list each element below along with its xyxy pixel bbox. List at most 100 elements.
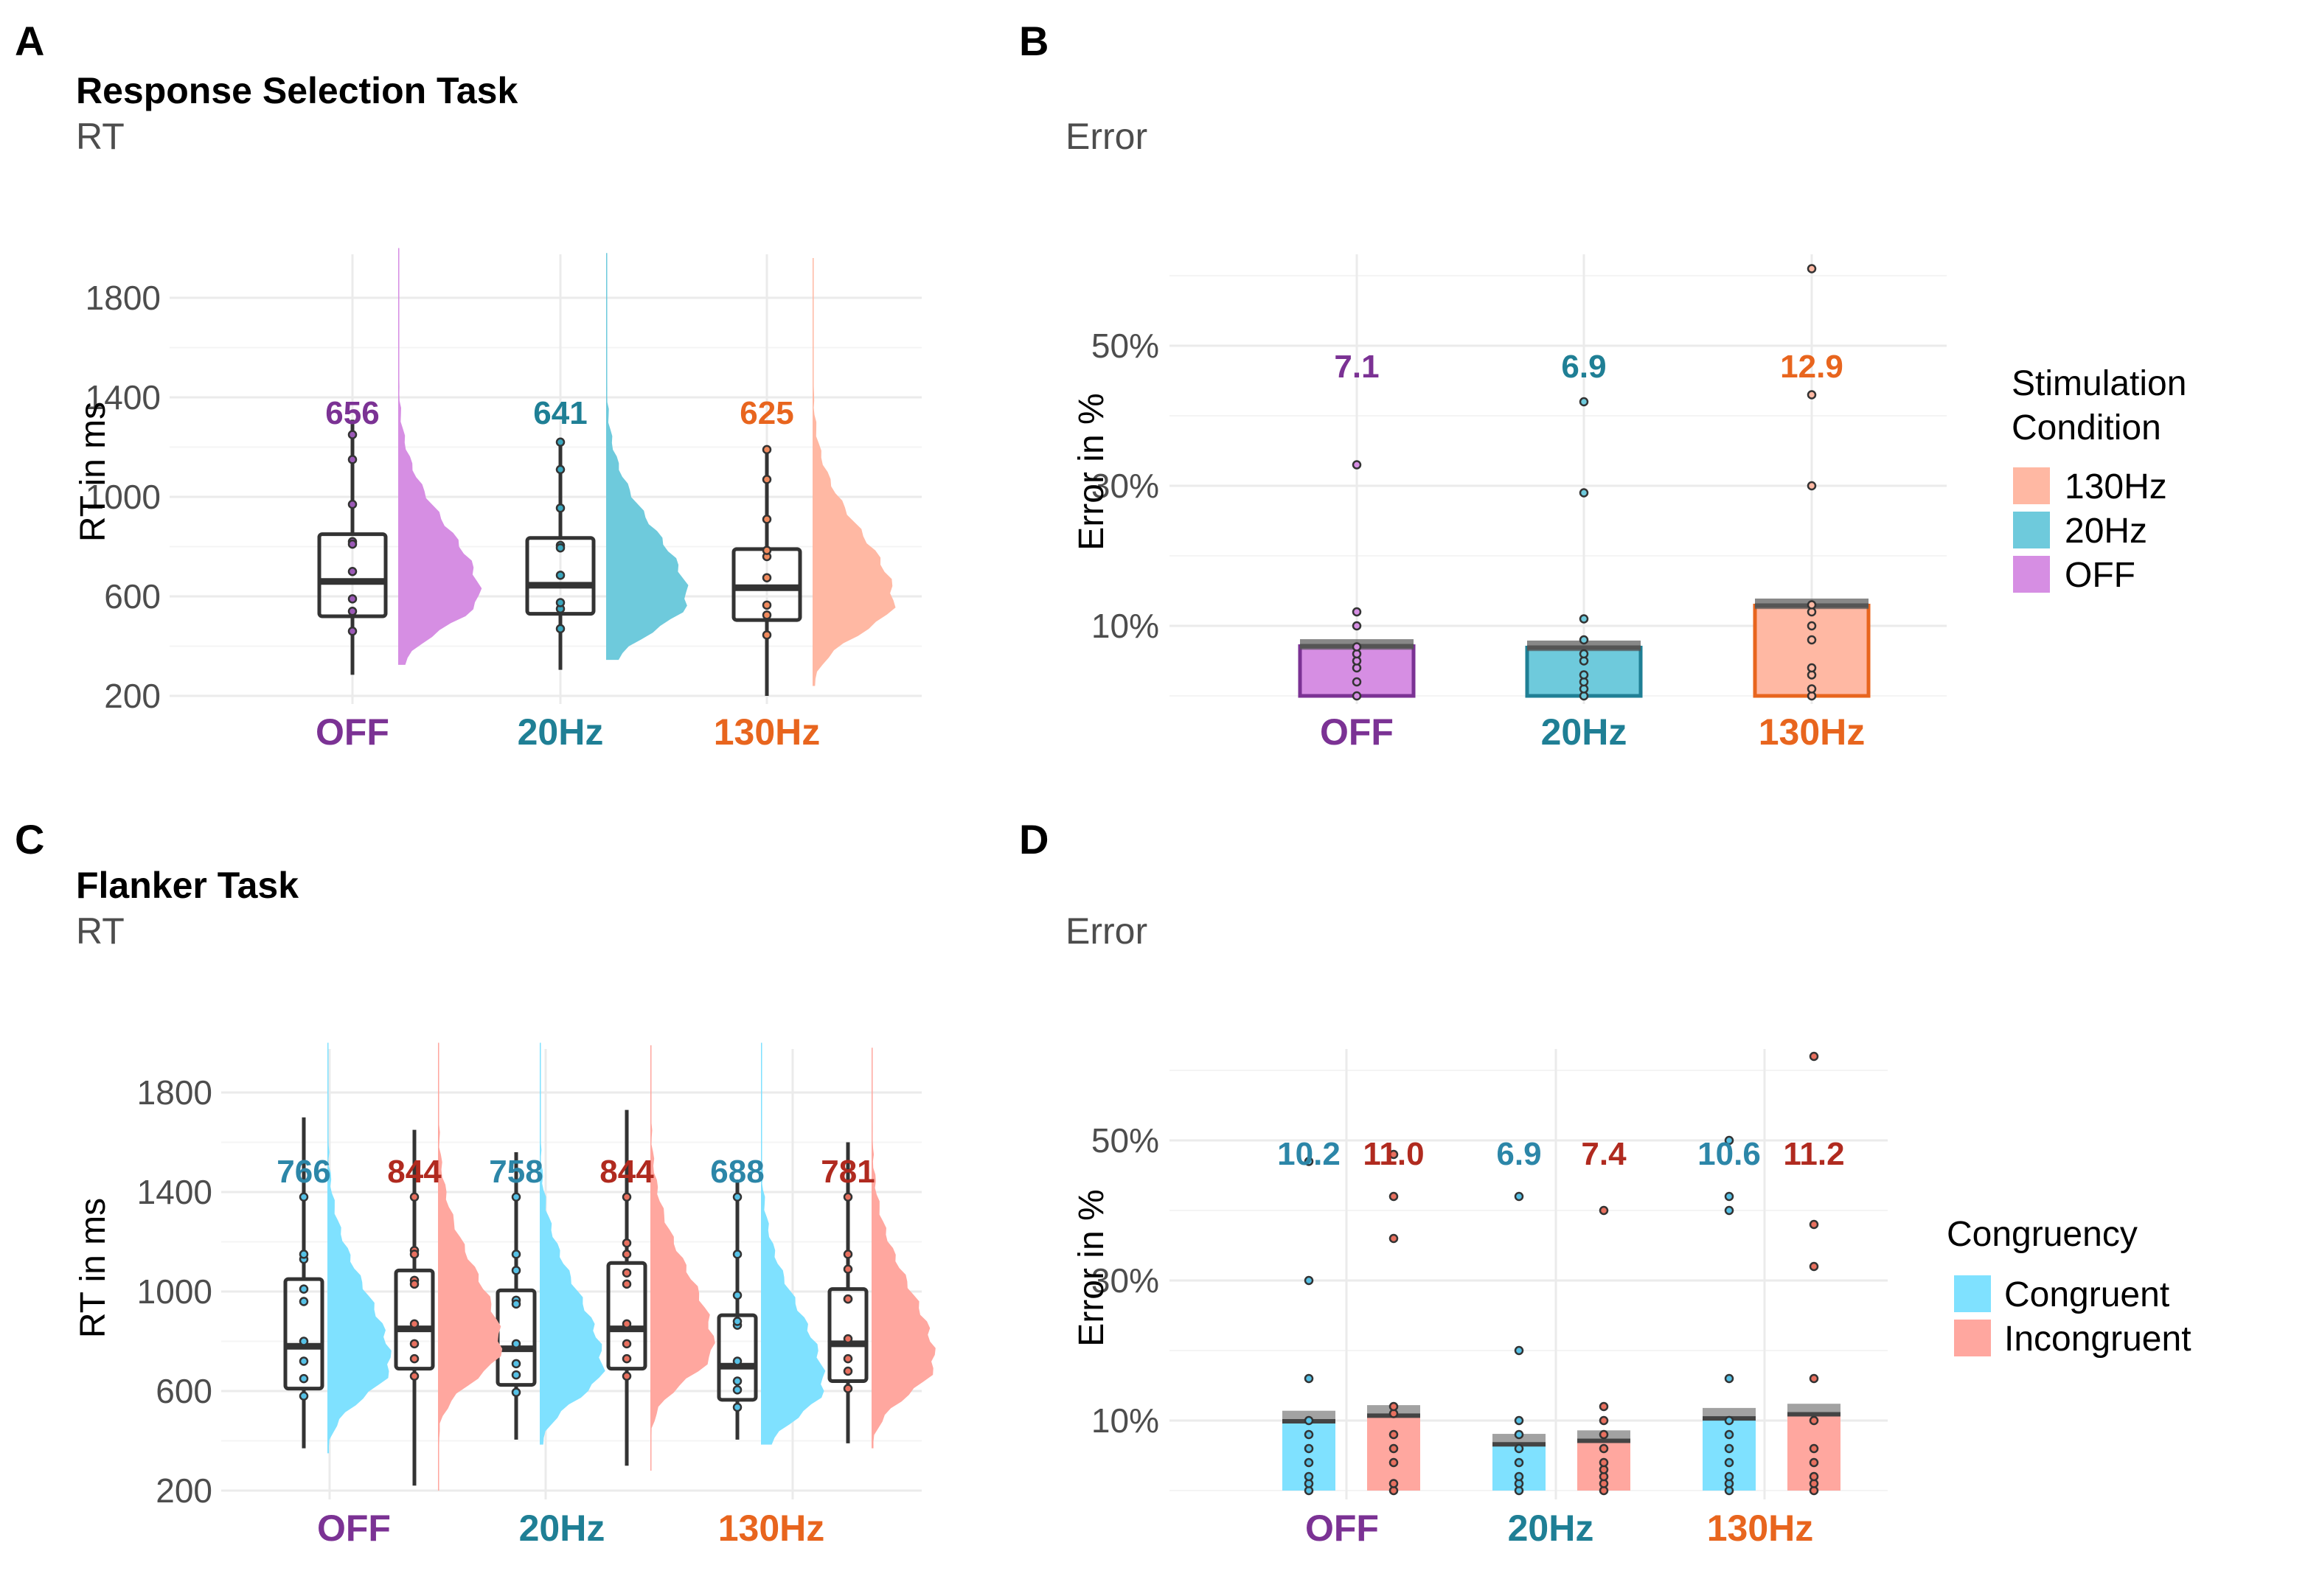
legend-swatch [2013, 556, 2050, 593]
data-point [1304, 1275, 1314, 1286]
data-point [1599, 1429, 1609, 1440]
mean-label: 844 [599, 1154, 654, 1190]
x-tick-label: OFF [317, 1508, 391, 1549]
data-point [622, 1319, 632, 1329]
data-point [1514, 1191, 1524, 1202]
data-point [409, 1339, 420, 1349]
x-tick-label: 20Hz [519, 1508, 605, 1549]
data-point [732, 1385, 743, 1395]
data-point [1809, 1051, 1819, 1062]
data-point [1809, 1261, 1819, 1272]
y-tick-label: 600 [104, 577, 161, 616]
data-point [511, 1339, 521, 1349]
legend-swatch [2013, 512, 2050, 548]
data-point [622, 1279, 632, 1289]
data-point [762, 630, 772, 640]
data-point [1352, 677, 1362, 687]
data-point [1807, 663, 1817, 673]
data-point [762, 546, 772, 555]
data-point [1388, 1443, 1399, 1454]
panel-letter: C [15, 816, 44, 863]
data-point [1724, 1429, 1734, 1440]
data-point [1599, 1415, 1609, 1426]
data-point [1514, 1429, 1524, 1440]
data-point [1809, 1219, 1819, 1230]
y-axis-label: Error in % [1072, 393, 1111, 550]
data-point [511, 1250, 521, 1259]
data-point [622, 1353, 632, 1364]
y-tick-label: 50% [1091, 327, 1159, 365]
y-tick-label: 10% [1091, 1401, 1159, 1440]
data-point [1807, 600, 1817, 610]
y-tick-label: 1800 [137, 1073, 212, 1112]
x-tick-label: OFF [316, 711, 389, 753]
data-point [843, 1192, 853, 1202]
data-point [511, 1359, 521, 1369]
panel-letter: D [1019, 816, 1049, 863]
data-point [1514, 1457, 1524, 1468]
x-tick-label: 130Hz [718, 1508, 825, 1549]
value-label: 10.2 [1277, 1136, 1341, 1172]
data-point [1724, 1373, 1734, 1384]
data-point [1579, 670, 1589, 680]
data-point [843, 1384, 853, 1393]
boxplot-box [525, 536, 596, 616]
data-point [511, 1370, 521, 1380]
data-point [1809, 1471, 1819, 1482]
data-point [762, 475, 772, 484]
boxplot-box [717, 1313, 758, 1402]
legend-swatch [1954, 1320, 1991, 1356]
y-axis-label: RT in ms [74, 402, 113, 542]
data-point [1724, 1205, 1734, 1216]
data-point [1599, 1401, 1609, 1412]
value-label: 7.4 [1581, 1136, 1627, 1172]
data-point [555, 503, 566, 513]
panel-title: Flanker Task [76, 865, 299, 906]
data-point [762, 610, 772, 620]
legend-label: OFF [2065, 556, 2135, 595]
panel-subtitle: RT [76, 116, 125, 157]
data-point [1807, 621, 1817, 631]
bar [1753, 603, 1871, 698]
data-point [555, 464, 566, 475]
value-label: 6.9 [1496, 1136, 1541, 1172]
data-point [555, 571, 566, 580]
panel-subtitle: RT [76, 910, 125, 952]
data-point [299, 1297, 309, 1306]
data-point [409, 1371, 420, 1381]
data-point [409, 1353, 420, 1364]
data-point [555, 598, 566, 607]
y-tick-label: 200 [156, 1471, 212, 1510]
value-label: 12.9 [1780, 349, 1843, 385]
data-point [511, 1387, 521, 1397]
data-point [1724, 1443, 1734, 1454]
data-point [1304, 1429, 1314, 1440]
data-point [1304, 1157, 1314, 1166]
legend-label: 130Hz [2065, 467, 2167, 506]
x-tick-label: OFF [1320, 711, 1394, 753]
data-point [1724, 1457, 1734, 1468]
data-point [1807, 635, 1817, 645]
data-point [347, 455, 358, 464]
y-tick-label: 1000 [86, 478, 161, 516]
panel-title: Response Selection Task [76, 70, 518, 111]
mean-label: 641 [533, 395, 587, 431]
data-point [843, 1353, 853, 1364]
panel-letter: A [15, 18, 44, 64]
data-point [409, 1279, 420, 1289]
data-point [1807, 390, 1817, 400]
data-point [1304, 1415, 1314, 1426]
data-point [843, 1264, 853, 1274]
data-point [347, 499, 358, 509]
data-point [1579, 649, 1589, 659]
y-tick-label: 1400 [86, 378, 161, 417]
value-label: 7.1 [1334, 349, 1379, 385]
data-point [299, 1250, 309, 1259]
data-point [299, 1356, 309, 1366]
data-point [843, 1250, 853, 1259]
data-point [1579, 635, 1589, 645]
data-point [1724, 1135, 1734, 1146]
data-point [732, 1356, 743, 1366]
violin [813, 258, 896, 686]
data-point [1809, 1415, 1819, 1426]
